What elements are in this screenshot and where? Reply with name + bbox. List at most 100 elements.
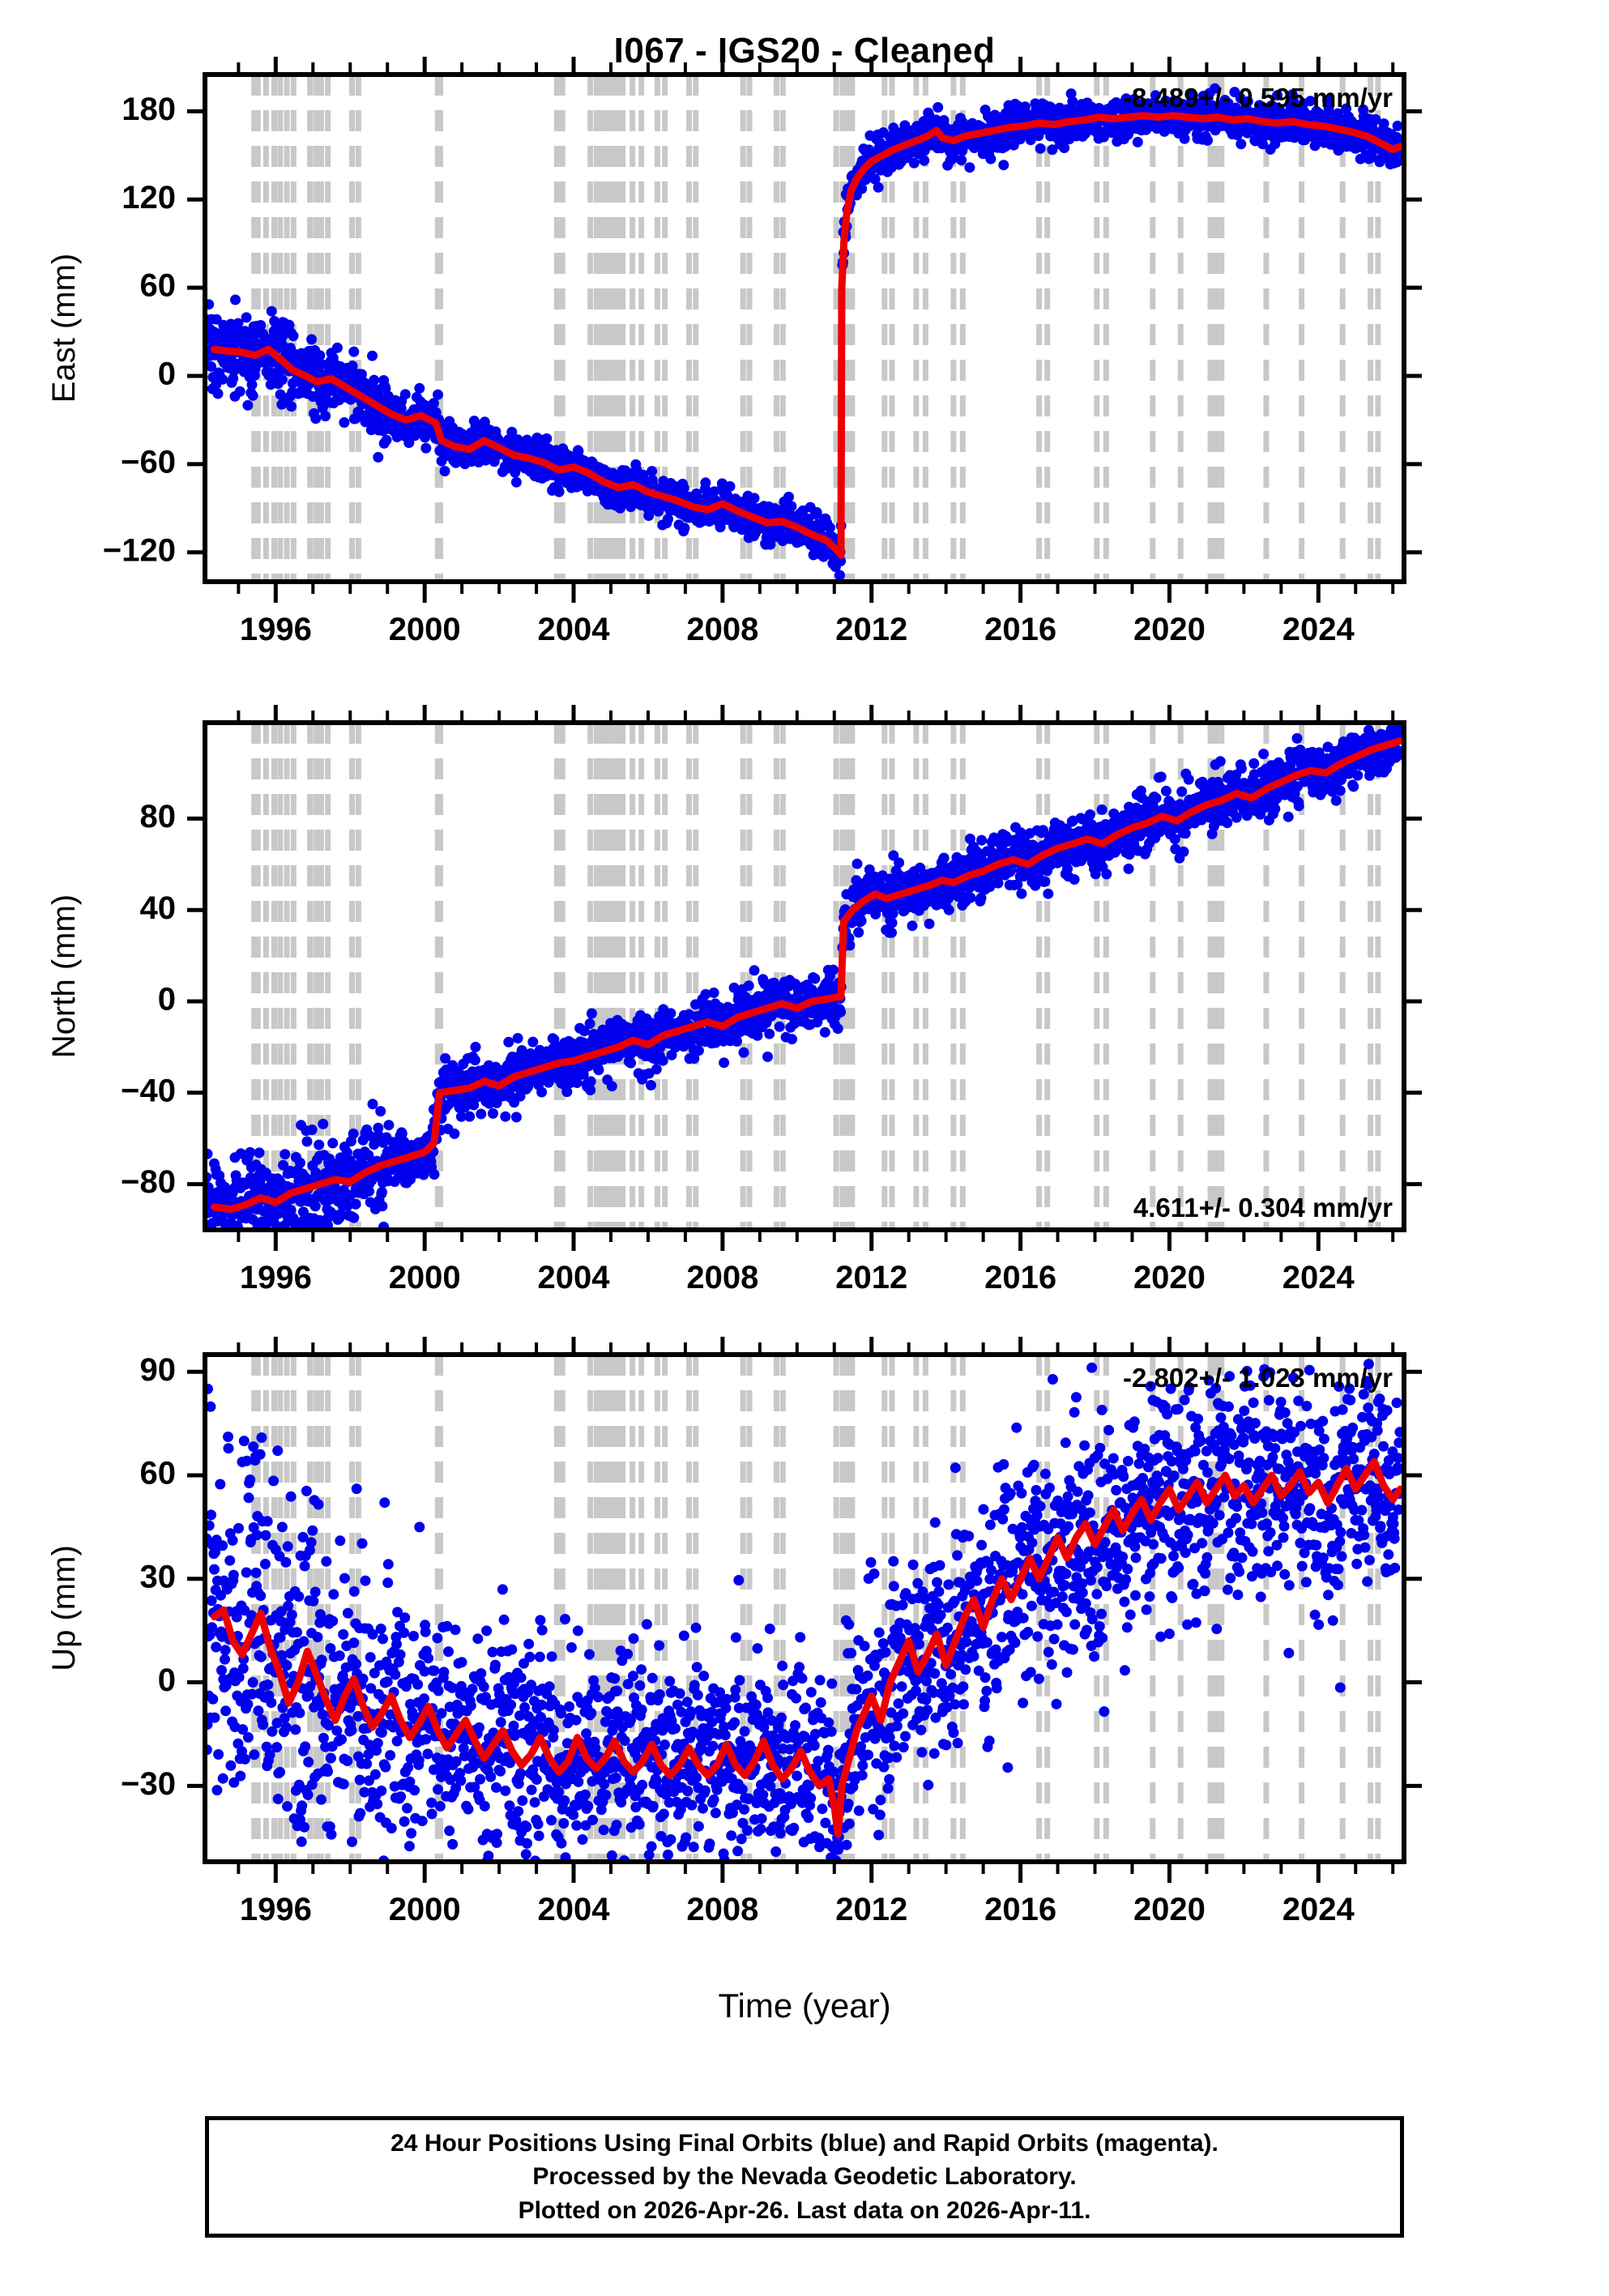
data-point [665, 1008, 676, 1019]
x-tick-label: 2012 [835, 612, 907, 647]
data-point [700, 988, 711, 1000]
data-point [342, 1200, 353, 1211]
data-point [1287, 95, 1299, 106]
data-point [886, 917, 898, 928]
data-point [1183, 774, 1194, 785]
data-point [663, 514, 673, 525]
data-point [242, 399, 254, 411]
data-point [1214, 756, 1226, 767]
data-point [399, 389, 411, 400]
data-point [844, 940, 856, 951]
x-tick-label: 2004 [538, 612, 611, 647]
y-tick-label: −60 [121, 444, 176, 480]
data-point [573, 446, 584, 457]
data-point [1065, 88, 1077, 100]
data-point [212, 388, 224, 399]
data-point [679, 523, 690, 534]
data-point [254, 1147, 265, 1159]
data-point [992, 877, 1004, 889]
data-point [367, 350, 378, 361]
x-tick-label: 2024 [1283, 612, 1355, 647]
page-title: I067 - IGS20 - Cleaned [613, 31, 996, 70]
data-point [1019, 101, 1031, 113]
data-points-group [205, 83, 1404, 581]
data-point [1012, 879, 1023, 890]
data-point [339, 417, 350, 428]
data-point [348, 1128, 359, 1139]
data-point [276, 374, 288, 386]
data-point [1202, 134, 1213, 146]
data-point [1123, 863, 1134, 874]
data-point [314, 1139, 325, 1150]
data-point [1090, 868, 1101, 880]
data-point [363, 1150, 374, 1161]
data-point [943, 904, 954, 915]
data-point [469, 1055, 480, 1065]
data-point [764, 1028, 775, 1039]
data-point [834, 570, 845, 581]
data-point [1155, 771, 1167, 783]
data-point [266, 305, 277, 317]
data-point [301, 1136, 313, 1147]
data-point [1304, 96, 1316, 107]
data-point [310, 1167, 322, 1178]
data-point [233, 318, 244, 329]
data-point [510, 1112, 522, 1123]
data-point [527, 1036, 539, 1048]
data-point [828, 964, 839, 975]
data-point [439, 466, 450, 476]
data-point [1272, 90, 1283, 101]
data-point [327, 1137, 339, 1149]
data-point [908, 157, 920, 169]
data-point [783, 491, 794, 502]
data-point [464, 1111, 476, 1122]
data-point [924, 918, 935, 929]
data-point [1015, 827, 1026, 839]
event-lines-group [251, 75, 1381, 582]
data-point [500, 1111, 511, 1122]
data-point [318, 1118, 329, 1129]
data-point [749, 965, 760, 976]
data-point [894, 857, 905, 868]
data-point [1236, 139, 1247, 150]
data-point [375, 1106, 386, 1117]
data-point [1270, 139, 1281, 150]
data-point [512, 1033, 523, 1043]
data-point [1392, 120, 1403, 131]
data-point [350, 1198, 361, 1210]
data-point [985, 153, 997, 164]
data-point [561, 1086, 573, 1098]
trend-line-group [211, 112, 1404, 559]
data-point [348, 346, 360, 357]
data-point [585, 1076, 596, 1087]
data-point [1101, 868, 1112, 880]
data-point [414, 382, 425, 394]
data-point [586, 1008, 597, 1019]
data-point [811, 506, 822, 518]
y-axis-title: East (mm) [46, 254, 82, 403]
data-point [217, 373, 228, 385]
data-point [765, 539, 776, 550]
data-point [752, 1030, 763, 1041]
data-point [749, 493, 760, 504]
data-point [719, 1057, 730, 1069]
data-point [1043, 888, 1054, 899]
data-point [809, 973, 821, 984]
data-point [976, 834, 988, 846]
data-point [377, 1201, 388, 1212]
x-axis-group: 1996 2000 2004 2008 2012 2016 2020 2024 [237, 57, 1395, 647]
data-point [245, 1146, 256, 1158]
data-point [553, 486, 565, 497]
data-point [708, 987, 719, 998]
data-point [1132, 136, 1143, 147]
data-point [1180, 828, 1191, 839]
data-point [206, 361, 216, 372]
data-point [825, 522, 835, 533]
data-point [428, 398, 439, 409]
data-point [516, 1045, 527, 1056]
data-point [646, 1080, 656, 1090]
data-point [856, 915, 867, 927]
data-point [722, 489, 733, 501]
data-point [230, 294, 241, 305]
